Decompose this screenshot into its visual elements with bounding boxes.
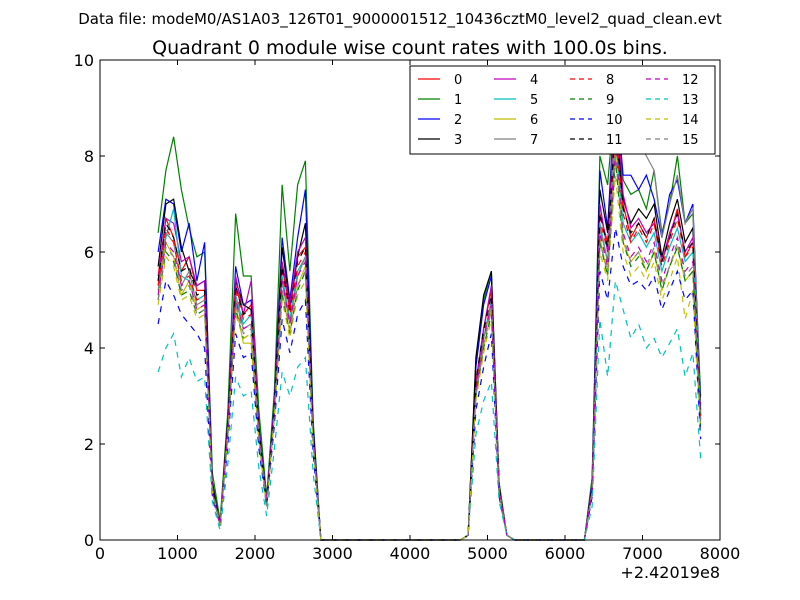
legend-label-5: 5 — [530, 93, 538, 108]
legend-label-10: 10 — [606, 113, 623, 128]
legend-label-2: 2 — [454, 113, 462, 128]
legend-label-11: 11 — [606, 133, 623, 148]
legend-label-6: 6 — [530, 113, 538, 128]
x-tick-label: 2000 — [235, 544, 276, 563]
series-line-10 — [157, 227, 702, 541]
x-axis: 0 1000 2000 3000 4000 5000 6000 7000 8000 — [95, 60, 740, 563]
y-tick-label: 10 — [74, 51, 94, 70]
chart-title: Quadrant 0 module wise count rates with … — [152, 37, 668, 59]
plot-lines — [157, 88, 702, 541]
legend-label-9: 9 — [606, 93, 614, 108]
legend-label-0: 0 — [454, 73, 462, 88]
x-tick-label: 5000 — [467, 544, 508, 563]
legend-label-4: 4 — [530, 73, 538, 88]
legend-label-13: 13 — [682, 93, 699, 108]
y-tick-label: 6 — [84, 243, 94, 262]
series-line-14 — [157, 175, 702, 541]
chart-suptitle: Data file: modeM0/AS1A03_126T01_90000015… — [78, 10, 722, 29]
legend-label-14: 14 — [682, 113, 699, 128]
x-tick-label: 8000 — [700, 544, 741, 563]
series-line-9 — [157, 160, 702, 541]
legend-label-12: 12 — [682, 73, 699, 88]
x-tick-label: 6000 — [545, 544, 586, 563]
y-tick-label: 0 — [84, 531, 94, 550]
x-tick-label: 1000 — [157, 544, 198, 563]
x-offset-label: +2.42019e8 — [620, 563, 720, 582]
y-tick-label: 4 — [84, 339, 94, 358]
y-tick-label: 2 — [84, 435, 94, 454]
y-tick-label: 8 — [84, 147, 94, 166]
series-line-15 — [157, 155, 702, 541]
legend-label-15: 15 — [682, 133, 699, 148]
x-tick-label: 4000 — [390, 544, 431, 563]
x-tick-label: 7000 — [622, 544, 663, 563]
legend-label-8: 8 — [606, 73, 614, 88]
x-tick-label: 3000 — [312, 544, 353, 563]
legend-label-7: 7 — [530, 133, 538, 148]
legend-label-1: 1 — [454, 93, 462, 108]
x-tick-label: 0 — [95, 544, 105, 563]
legend-label-3: 3 — [454, 133, 462, 148]
